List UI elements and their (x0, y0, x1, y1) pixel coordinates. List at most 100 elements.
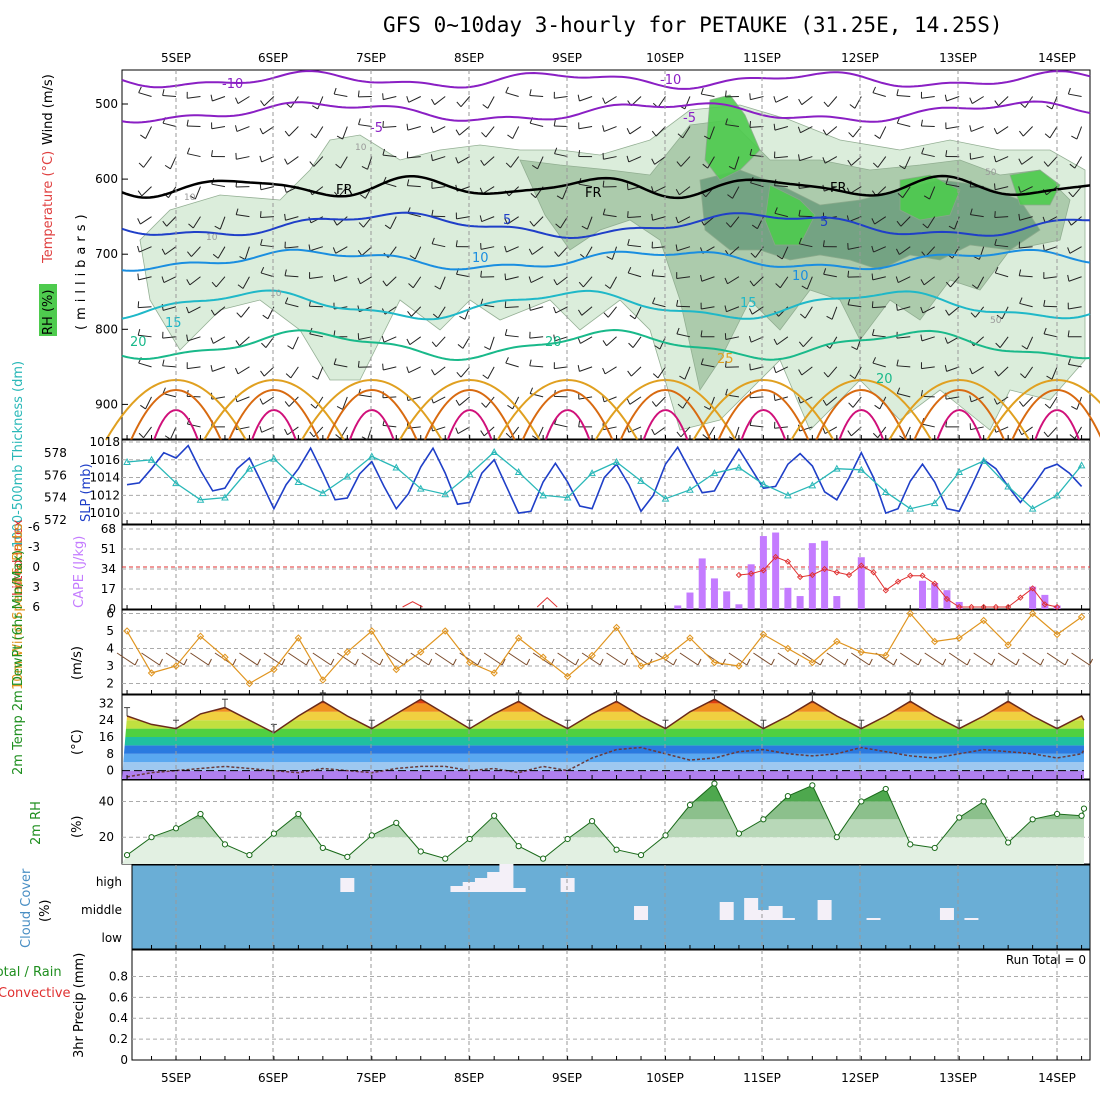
thickness-point (808, 481, 817, 489)
barb-flag (773, 123, 776, 131)
date-label-top: 8SEP (454, 51, 484, 65)
wind-speed-point (368, 627, 376, 635)
barb-staff (141, 186, 152, 197)
barb-staff (684, 96, 691, 110)
wind-barb (188, 216, 201, 229)
barb-staff (971, 126, 984, 132)
barb-flag (871, 329, 875, 336)
rh-point (931, 844, 938, 852)
wind-barb (773, 123, 789, 131)
wind-barb (140, 396, 152, 410)
barb-flag (285, 373, 292, 379)
barb-flag (505, 357, 509, 364)
wind-barb (971, 276, 985, 289)
wind-barb (749, 93, 764, 101)
thickness-point (196, 495, 205, 503)
wind-barb (137, 216, 152, 225)
barb-flag (675, 244, 678, 251)
wind-speed-point (612, 623, 621, 632)
wind-barb-10m-flag (232, 658, 237, 666)
wind-barb (1043, 299, 1058, 308)
barb-flag (259, 128, 264, 135)
barb-staff (382, 424, 397, 428)
wind-barb (357, 360, 372, 368)
barb-staff (360, 276, 373, 285)
barb-flag (361, 166, 368, 170)
wind-barb (921, 147, 935, 158)
wind-barb-10m-flag (477, 658, 482, 666)
barb-staff (945, 396, 960, 400)
barb-flag (456, 101, 462, 108)
barb-staff (260, 272, 275, 278)
precip-frame (131, 949, 1091, 1061)
barb-staff (457, 426, 470, 434)
barb-staff (946, 96, 960, 102)
wind-barb (994, 183, 1009, 191)
wind-barb-10m-flag (330, 658, 335, 666)
precip-axis-label: 3hr Precip (mm) (72, 953, 87, 1058)
barb-flag (798, 98, 803, 105)
li-point (748, 570, 755, 577)
barb-flag (336, 135, 343, 140)
barb-staff (411, 306, 422, 317)
barb-staff (311, 186, 324, 196)
thickness-line (126, 451, 1083, 510)
barb-staff (627, 216, 642, 218)
wind-barb (896, 216, 911, 227)
barb-staff (726, 306, 740, 313)
rh-point (270, 830, 277, 837)
barb-staff (701, 276, 715, 282)
barb-flag (920, 306, 924, 314)
wind-barb (602, 125, 617, 132)
label-10-left: 10 (472, 251, 489, 266)
barb-staff (1068, 306, 1082, 310)
barb-flag (529, 331, 531, 339)
barb-flag (969, 395, 972, 402)
wind-barb-10m-flag (819, 658, 824, 666)
barb-staff (434, 366, 446, 376)
barb-flag (896, 304, 898, 311)
wind-barb (455, 156, 470, 164)
barb-flag (749, 363, 751, 371)
barb-flag (553, 91, 555, 99)
wind-barb (186, 362, 201, 370)
wind-barb (774, 207, 788, 218)
wind-barb (234, 125, 250, 132)
barb-flag (261, 342, 267, 348)
wind-barb (505, 357, 519, 368)
barb-staff (680, 426, 691, 438)
wind-barb (431, 209, 446, 218)
wind-barb (602, 336, 617, 347)
barb-staff (749, 396, 764, 399)
li-point (735, 571, 743, 579)
barb-staff (358, 366, 372, 368)
li-point (772, 553, 779, 561)
barb-staff (459, 396, 471, 406)
barb-staff (750, 366, 764, 371)
barb-flag (823, 101, 829, 108)
barb-flag (239, 256, 246, 260)
wind-barb-10m (141, 652, 160, 666)
wind-barb (725, 360, 739, 368)
wind-barb (529, 331, 544, 339)
rh-point (515, 843, 522, 850)
barb-flag (1069, 434, 1076, 439)
wind-barb-10m (288, 652, 307, 666)
wind-barb (138, 156, 152, 168)
cloud-level-low: low (102, 931, 123, 945)
label-minus5-left: -5 (370, 121, 383, 136)
barb-flag (604, 284, 611, 289)
wind-barb (186, 334, 201, 342)
barb-flag (260, 238, 263, 246)
precip-tick-label: 0.6 (109, 990, 128, 1004)
barb-flag (284, 158, 288, 165)
barb-flag (211, 122, 213, 129)
thickness-point (979, 456, 988, 464)
wind-barb (161, 246, 177, 255)
barb-staff (603, 426, 617, 431)
barb-staff (334, 93, 348, 97)
barb-staff (586, 216, 593, 230)
wind-barb (602, 152, 617, 160)
barb-staff (1019, 246, 1033, 249)
